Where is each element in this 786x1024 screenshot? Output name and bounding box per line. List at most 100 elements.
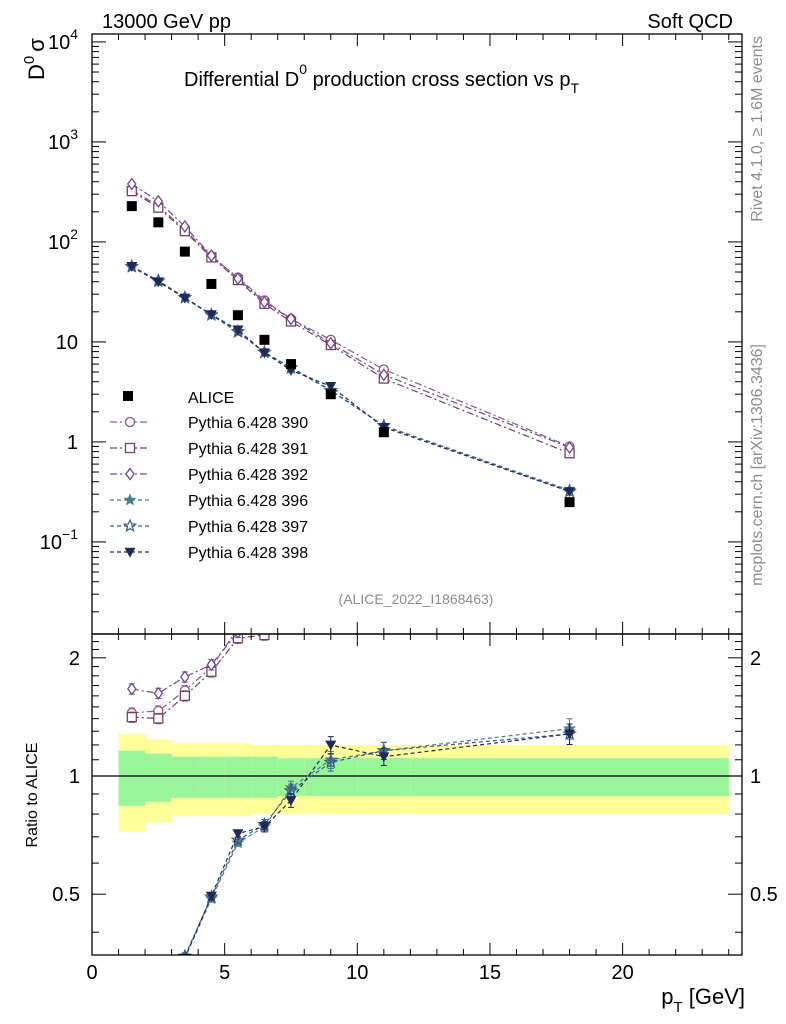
ratio-point — [287, 593, 295, 604]
y-tick-label: 102 — [48, 226, 78, 254]
ratio-point — [327, 570, 335, 581]
data-point — [325, 381, 337, 392]
series-line — [131, 265, 570, 492]
ratio-point — [263, 634, 265, 635]
ratio-point — [126, 712, 137, 723]
series-line — [131, 183, 570, 449]
data-point — [206, 248, 217, 263]
ratio-tick-label-left: 0.5 — [52, 884, 80, 906]
data-point — [258, 348, 270, 359]
alice-point — [259, 334, 270, 345]
legend-label: Pythia 6.428 397 — [188, 519, 308, 536]
series-3 — [126, 177, 575, 455]
ylabel-sup: 0 — [21, 56, 38, 64]
uncertainty-band-inner — [224, 756, 252, 798]
process-label: Soft QCD — [647, 11, 733, 33]
ratio-series-6 — [127, 723, 576, 1017]
ratio-point — [380, 545, 388, 556]
y-tick-label: 10−1 — [40, 526, 78, 554]
ratio-point — [379, 525, 388, 534]
main-series — [124, 177, 577, 508]
legend-marker-alice — [123, 391, 133, 401]
ratio-point — [179, 690, 191, 702]
alice-point — [153, 217, 164, 228]
x-tick-label: 15 — [479, 962, 501, 984]
legend-label: Pythia 6.428 390 — [188, 415, 308, 432]
series-4 — [125, 260, 577, 496]
legend-marker — [124, 442, 136, 454]
data-point — [179, 293, 191, 304]
ratio-point — [286, 594, 295, 603]
alice-data — [126, 201, 575, 508]
ratio-point — [564, 729, 576, 740]
alice-point — [206, 278, 217, 289]
legend-marker — [125, 467, 135, 481]
ratio-point — [206, 658, 217, 672]
ratio-point — [127, 1008, 137, 1017]
series-1 — [126, 184, 575, 452]
alice-point — [126, 201, 137, 212]
data-point — [205, 310, 217, 321]
ratio-axis-label: Ratio to ALICE — [24, 743, 41, 848]
x-tick-label: 10 — [346, 962, 368, 984]
x-tick-label: 20 — [611, 962, 633, 984]
ratio-point — [153, 1003, 164, 1014]
ratio-series — [126, 525, 577, 1017]
title-mid: production cross section vs p — [307, 69, 570, 91]
main-frame — [91, 33, 743, 635]
legend-label: Pythia 6.428 392 — [188, 467, 308, 484]
ratio-point — [153, 686, 164, 700]
data-point — [259, 295, 270, 309]
series-5 — [124, 258, 577, 498]
legend-label: Pythia 6.428 398 — [188, 545, 308, 562]
ratio-point — [565, 553, 574, 562]
ratio-series-3 — [126, 545, 574, 700]
ratio-point — [566, 556, 574, 567]
ratio-point — [177, 948, 193, 955]
data-point — [153, 194, 164, 208]
data-point — [564, 487, 576, 498]
ratio-line — [185, 728, 570, 955]
data-point — [564, 440, 575, 455]
ratio-tick-label-left: 1 — [69, 766, 80, 788]
ratio-point — [326, 579, 335, 588]
ratio-series-2 — [126, 579, 574, 725]
data-point — [126, 177, 137, 191]
data-point — [286, 312, 296, 326]
y-tick-label: 10 — [56, 332, 78, 354]
ratio-point — [378, 752, 390, 763]
data-point — [180, 219, 190, 233]
uncertainty-band-inner — [410, 758, 729, 796]
ratio-tick-label-right: 0.5 — [750, 884, 778, 906]
legend-label: Pythia 6.428 396 — [188, 493, 308, 510]
data-point — [325, 336, 336, 350]
ratio-tick-label-right: 1 — [750, 766, 761, 788]
ratio-point — [126, 1006, 137, 1017]
y-tick-label: 104 — [48, 26, 78, 54]
alice-point — [378, 427, 389, 438]
x-tick-label: 5 — [219, 962, 230, 984]
ratio-point — [325, 740, 337, 751]
ratio-point — [230, 832, 246, 847]
ratio-point — [153, 713, 164, 724]
ratio-frame — [91, 633, 743, 956]
ylabel-main: D — [24, 64, 49, 80]
alice-point — [564, 497, 575, 508]
y-axis-label: D0 σ — [21, 38, 49, 80]
ylabel-sigma: σ — [24, 38, 49, 52]
title-sup: 0 — [299, 61, 307, 77]
series-6 — [126, 262, 576, 498]
uncertainty-band-inner — [118, 750, 146, 806]
ratio-point — [258, 822, 270, 833]
x-tick-label: 0 — [86, 962, 97, 984]
ratio-tick-label-left: 2 — [69, 648, 80, 670]
ratio-line — [185, 733, 570, 955]
ratio-point — [565, 580, 574, 589]
y-tick-label: 103 — [48, 126, 78, 154]
alice-point — [325, 389, 336, 400]
ratio-point — [180, 670, 190, 684]
uncertainty-band-inner — [171, 756, 199, 798]
ratio-line — [184, 733, 570, 955]
legend-marker — [124, 547, 136, 558]
